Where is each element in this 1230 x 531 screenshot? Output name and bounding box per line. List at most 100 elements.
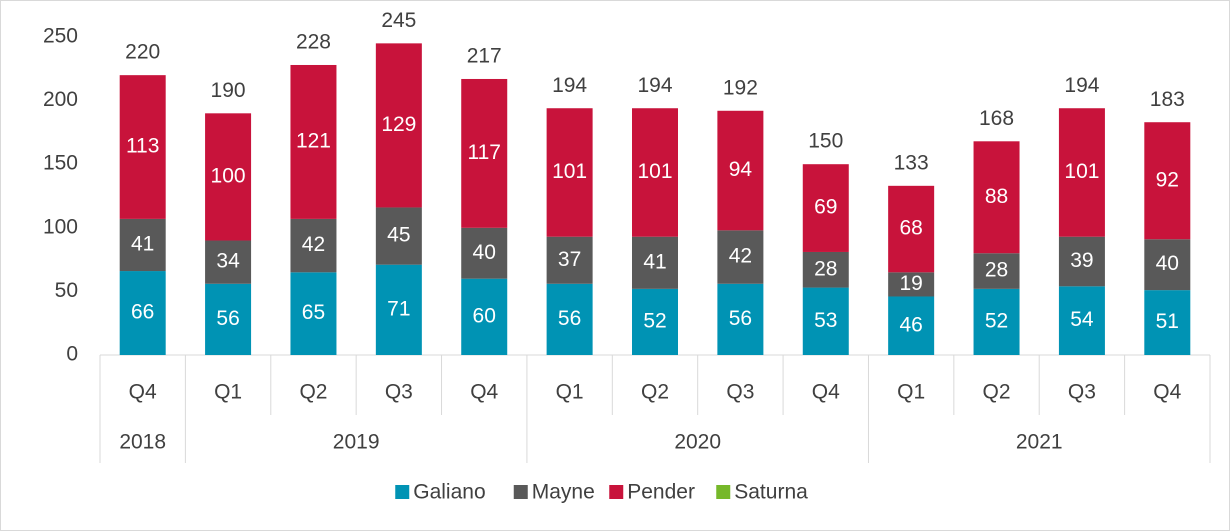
value-label: 88: [985, 185, 1008, 208]
bar-segment: [290, 272, 337, 355]
value-label: 113: [126, 135, 159, 158]
legend-label: Mayne: [532, 481, 595, 504]
legend-label: Galiano: [413, 481, 485, 504]
y-tick-label: 50: [55, 279, 78, 302]
value-label: 101: [552, 160, 587, 183]
value-label: 60: [473, 304, 496, 327]
bar-segment: [461, 227, 508, 279]
total-label: 228: [296, 31, 331, 54]
bar-segment: [1058, 236, 1105, 287]
value-label: 69: [814, 196, 837, 219]
bar-segment: [632, 236, 678, 289]
group-label: 2018: [119, 431, 166, 454]
legend-swatch: [716, 485, 731, 499]
bar-segment: [461, 78, 508, 228]
total-label: 190: [211, 79, 246, 102]
value-label: 92: [1156, 168, 1179, 191]
bar-segment: [205, 283, 252, 355]
value-label: 121: [296, 129, 331, 152]
bar-segment: [717, 230, 764, 284]
value-label: 101: [637, 160, 672, 183]
value-label: 54: [1070, 308, 1094, 331]
group-label: 2019: [333, 431, 380, 454]
y-tick-label: 100: [43, 215, 78, 238]
value-label: 52: [985, 309, 1008, 332]
bar-segment: [290, 64, 337, 219]
bar-segment: [1058, 286, 1105, 355]
x-tick-label: Q2: [299, 381, 327, 404]
legend-label: Pender: [627, 481, 695, 504]
bar-segment: [205, 113, 252, 241]
bar-segment: [461, 278, 508, 355]
bar-segment: [1144, 239, 1191, 291]
group-label: 2021: [1016, 431, 1063, 454]
value-label: 51: [1156, 310, 1179, 333]
value-label: 40: [473, 241, 496, 264]
value-label: 94: [729, 158, 753, 181]
bar-segment: [546, 108, 593, 237]
value-label: 56: [729, 307, 752, 330]
bar-segment: [888, 296, 935, 355]
value-label: 46: [899, 313, 922, 336]
legend-swatch: [513, 485, 528, 499]
value-label: 42: [302, 233, 325, 256]
x-tick-label: Q2: [983, 381, 1011, 404]
bar-segment: [1144, 122, 1191, 240]
value-label: 41: [643, 250, 666, 273]
value-label: 100: [211, 164, 246, 187]
bar-segment: [802, 164, 849, 252]
y-tick-label: 200: [43, 88, 78, 111]
x-tick-label: Q1: [897, 381, 925, 404]
bar-segment: [802, 251, 849, 288]
bar-segment: [546, 283, 593, 355]
total-label: 192: [723, 76, 758, 99]
y-tick-label: 250: [43, 25, 78, 48]
group-label: 2020: [674, 431, 721, 454]
bar-segment: [546, 236, 593, 284]
bar-segment: [717, 283, 764, 355]
total-label: 194: [637, 74, 672, 97]
x-tick-label: Q4: [129, 381, 157, 404]
total-label: 194: [1064, 74, 1099, 97]
value-label: 37: [558, 248, 581, 271]
bar-segment: [1144, 290, 1191, 355]
bar-segment: [375, 264, 422, 355]
total-label: 194: [552, 74, 587, 97]
x-tick-label: Q1: [214, 381, 242, 404]
total-label: 133: [894, 151, 929, 174]
bar-segment: [119, 271, 166, 355]
value-label: 28: [814, 257, 837, 280]
total-label: 183: [1150, 88, 1185, 111]
total-label: 220: [125, 41, 160, 64]
value-label: 71: [387, 297, 410, 320]
value-label: 28: [985, 259, 1008, 282]
x-tick-label: Q4: [470, 381, 498, 404]
value-label: 19: [899, 272, 922, 295]
bar-segment: [717, 110, 764, 231]
value-label: 53: [814, 309, 837, 332]
value-label: 52: [643, 309, 666, 332]
value-label: 117: [467, 141, 500, 164]
value-label: 68: [899, 217, 922, 240]
bar-segment: [632, 108, 678, 237]
x-tick-label: Q4: [1153, 381, 1181, 404]
bar-segment: [888, 272, 935, 297]
value-label: 34: [216, 250, 240, 273]
x-tick-label: Q2: [641, 381, 669, 404]
bar-segment: [632, 288, 678, 355]
y-tick-label: 0: [66, 343, 78, 366]
bar-segment: [119, 75, 166, 219]
x-tick-label: Q1: [556, 381, 584, 404]
value-label: 129: [381, 113, 416, 136]
x-tick-label: Q3: [1068, 381, 1096, 404]
x-tick-label: Q3: [726, 381, 754, 404]
bar-segment: [973, 288, 1020, 355]
value-label: 56: [216, 307, 239, 330]
bar-segment: [375, 207, 422, 265]
bar-segment: [802, 287, 849, 355]
bar-segment: [205, 240, 252, 284]
bar-segment: [888, 185, 935, 273]
total-label: 168: [979, 107, 1014, 130]
y-tick-label: 150: [43, 152, 78, 175]
